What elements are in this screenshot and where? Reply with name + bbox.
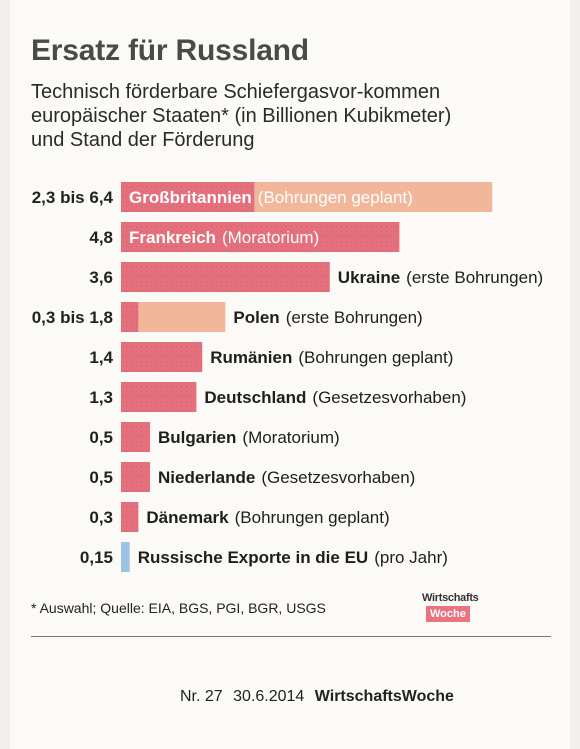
bar-texture	[121, 382, 197, 412]
bar-texture	[121, 182, 255, 212]
country-label: Frankreich	[129, 228, 216, 247]
value-label: 0,5	[89, 428, 113, 447]
value-label: 0,3 bis 1,8	[32, 308, 113, 327]
country-label: Bulgarien	[158, 428, 236, 447]
bar-texture	[121, 502, 139, 532]
publication-info: Nr. 27 30.6.2014 WirtschaftsWoche	[180, 688, 460, 706]
value-label: 0,3	[89, 508, 113, 527]
country-label: Russische Exporte in die EU	[138, 548, 369, 567]
bar	[121, 542, 130, 572]
value-label: 0,5	[89, 468, 113, 487]
bar-range	[254, 182, 493, 212]
status-label: (Moratorium)	[242, 428, 339, 447]
bar-texture	[121, 462, 150, 492]
value-label: 4,8	[89, 228, 113, 247]
status-label: (erste Bohrungen)	[286, 308, 423, 327]
value-label: 2,3 bis 6,4	[32, 188, 114, 207]
country-label: Polen	[233, 308, 279, 327]
bar-chart: 2,3 bis 6,4 Großbritannien (Bohrungen gepl…	[32, 182, 543, 572]
chart-title: Ersatz für Russland	[31, 34, 309, 67]
value-label: 0,15	[80, 548, 113, 567]
country-label: Großbritannien	[129, 188, 252, 207]
country-label: Niederlande	[158, 468, 255, 487]
bar-texture	[121, 302, 139, 332]
country-label: Dänemark	[146, 508, 229, 527]
issue-date: 30.6.2014	[233, 688, 305, 705]
country-label: Deutschland	[204, 388, 306, 407]
chart-subtitle: Technisch förderbare Schiefergasvor-komm…	[31, 81, 452, 151]
bar-texture	[121, 422, 150, 452]
country-label: Ukraine	[338, 268, 400, 287]
status-label: (Gesetzesvorhaben)	[261, 468, 415, 487]
bar-texture	[121, 342, 203, 372]
value-label: 1,4	[89, 348, 113, 367]
article-card: Ersatz für Russland Technisch förderbare…	[10, 0, 570, 749]
logo-line2: Woche	[426, 606, 470, 622]
status-label: (Moratorium)	[222, 228, 319, 247]
wirtschaftswoche-logo: Wirtschafts Woche	[422, 592, 486, 626]
status-label: (Bohrungen geplant)	[298, 348, 453, 367]
country-label: Rumänien	[210, 348, 292, 367]
status-label: (pro Jahr)	[374, 548, 448, 567]
logo-line1: Wirtschafts	[422, 592, 479, 604]
value-label: 3,6	[89, 268, 113, 287]
status-label: (Bohrungen geplant)	[258, 188, 413, 207]
value-label: 1,3	[89, 388, 113, 407]
status-label: (Gesetzesvorhaben)	[312, 388, 466, 407]
issue-number: Nr. 27	[180, 688, 223, 705]
bar-texture	[121, 222, 400, 252]
magazine-name: WirtschaftsWoche	[314, 688, 454, 705]
status-label: (Bohrungen geplant)	[235, 508, 390, 527]
bar-range	[138, 302, 226, 332]
source-footnote: * Auswahl; Quelle: EIA, BGS, PGI, BGR, U…	[31, 600, 326, 616]
bar-texture	[121, 262, 330, 292]
status-label: (erste Bohrungen)	[406, 268, 543, 287]
divider-rule	[31, 636, 551, 637]
